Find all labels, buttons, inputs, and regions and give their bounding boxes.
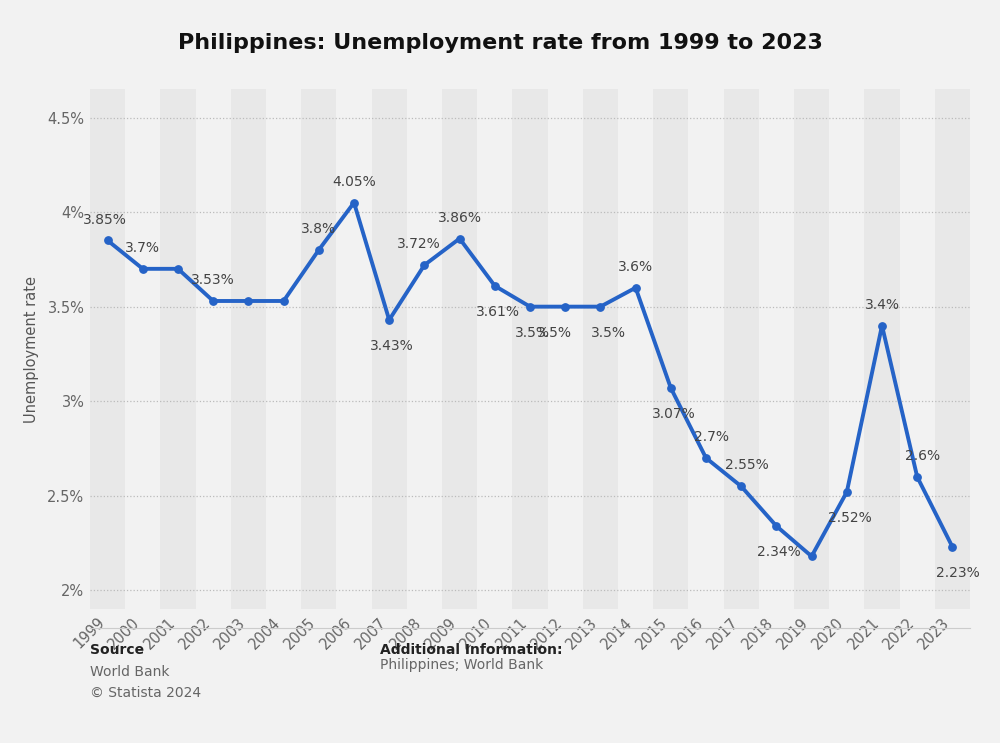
Point <box>452 233 468 244</box>
Text: 2.34%: 2.34% <box>757 545 801 559</box>
Bar <box>864 89 900 609</box>
Point <box>311 244 327 256</box>
Point <box>768 520 784 532</box>
Text: 3.5%: 3.5% <box>515 326 550 340</box>
Point <box>698 452 714 464</box>
Bar <box>196 89 231 609</box>
Point <box>346 197 362 209</box>
Bar <box>548 89 583 609</box>
Bar <box>160 89 196 609</box>
Text: 3.4%: 3.4% <box>865 298 900 311</box>
Bar <box>688 89 724 609</box>
Point <box>170 263 186 275</box>
Point <box>944 541 960 553</box>
Point <box>381 314 397 326</box>
Point <box>874 319 890 331</box>
Text: 3.86%: 3.86% <box>438 211 482 224</box>
Point <box>663 382 679 394</box>
Text: 4.05%: 4.05% <box>332 175 376 189</box>
Text: 3.5%: 3.5% <box>537 326 572 340</box>
Point <box>909 471 925 483</box>
Point <box>135 263 151 275</box>
Bar <box>442 89 477 609</box>
Bar <box>935 89 970 609</box>
Text: 3.85%: 3.85% <box>83 212 127 227</box>
Text: 3.6%: 3.6% <box>618 260 653 274</box>
Text: Source: Source <box>90 643 144 657</box>
Bar <box>301 89 336 609</box>
Text: Philippines; World Bank: Philippines; World Bank <box>380 658 543 672</box>
Bar <box>759 89 794 609</box>
Point <box>240 295 256 307</box>
Bar <box>372 89 407 609</box>
Text: 3.7%: 3.7% <box>125 241 160 255</box>
Text: 3.07%: 3.07% <box>652 407 695 421</box>
Bar <box>407 89 442 609</box>
Bar <box>794 89 829 609</box>
Bar <box>125 89 160 609</box>
Bar <box>653 89 688 609</box>
Text: 3.43%: 3.43% <box>370 340 414 354</box>
Bar <box>477 89 512 609</box>
Bar <box>583 89 618 609</box>
Bar <box>266 89 301 609</box>
Bar <box>829 89 864 609</box>
Point <box>733 481 749 493</box>
Text: 2.52%: 2.52% <box>828 511 871 525</box>
Point <box>416 259 432 271</box>
Text: 3.53%: 3.53% <box>191 273 235 287</box>
Point <box>804 551 820 562</box>
Text: Additional Information:: Additional Information: <box>380 643 562 657</box>
Bar <box>90 89 125 609</box>
Bar <box>724 89 759 609</box>
Text: 2.23%: 2.23% <box>936 566 980 580</box>
Bar <box>512 89 548 609</box>
Point <box>628 282 644 293</box>
Text: Philippines: Unemployment rate from 1999 to 2023: Philippines: Unemployment rate from 1999… <box>178 33 822 53</box>
Bar <box>231 89 266 609</box>
Bar <box>336 89 372 609</box>
Point <box>487 280 503 292</box>
Text: 2.7%: 2.7% <box>694 430 729 444</box>
Text: 2.6%: 2.6% <box>905 449 940 463</box>
Point <box>276 295 292 307</box>
Point <box>100 235 116 247</box>
Bar <box>618 89 653 609</box>
Text: World Bank
© Statista 2024: World Bank © Statista 2024 <box>90 665 201 700</box>
Text: 3.72%: 3.72% <box>397 237 441 251</box>
Point <box>205 295 221 307</box>
Point <box>557 301 573 313</box>
Text: 2.55%: 2.55% <box>725 458 769 473</box>
Point <box>592 301 608 313</box>
Point <box>839 486 855 498</box>
Text: 3.5%: 3.5% <box>591 326 626 340</box>
Point <box>522 301 538 313</box>
Text: 3.61%: 3.61% <box>476 305 520 319</box>
Bar <box>900 89 935 609</box>
Y-axis label: Unemployment rate: Unemployment rate <box>24 276 39 423</box>
Text: 3.8%: 3.8% <box>301 222 336 236</box>
